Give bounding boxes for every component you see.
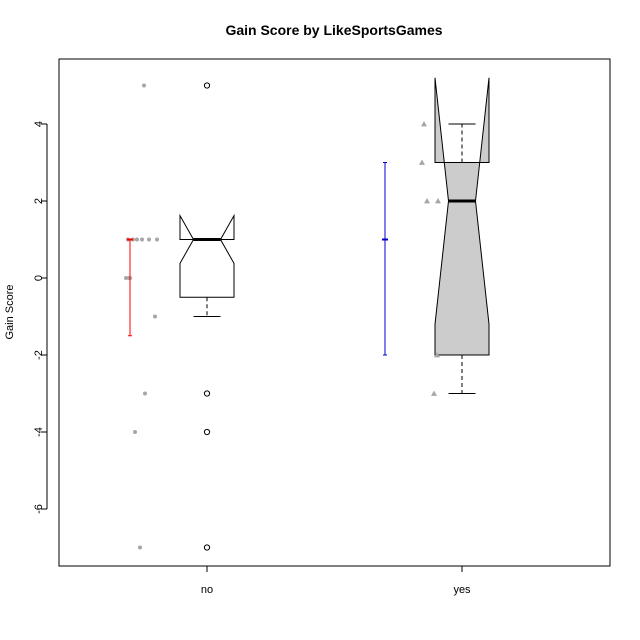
data-point-yes xyxy=(419,159,425,165)
y-tick-label: -6 xyxy=(33,504,45,514)
y-tick-label: 4 xyxy=(33,121,45,127)
error-bar-no xyxy=(127,238,133,337)
box-yes xyxy=(434,77,490,394)
x-tick-label-yes: yes xyxy=(453,584,471,596)
data-point-no xyxy=(142,83,146,88)
outlier-point xyxy=(203,428,211,436)
data-point-no xyxy=(133,430,137,434)
x-axis: no yes xyxy=(201,565,471,596)
data-point-no xyxy=(155,237,159,242)
y-tick-label: 2 xyxy=(33,198,45,204)
data-point-yes xyxy=(424,198,430,204)
y-tick-label: -4 xyxy=(33,427,45,437)
data-point-yes xyxy=(431,390,437,396)
data-point-no xyxy=(153,314,157,319)
chart-title: Gain Score by LikeSportsGames xyxy=(225,22,442,38)
data-point-yes xyxy=(434,352,440,358)
data-point-no xyxy=(138,545,142,550)
outlier-point xyxy=(203,544,211,551)
data-point-no xyxy=(143,391,147,396)
plot-frame xyxy=(58,58,611,567)
y-axis: -6 -4 -2 0 2 4 xyxy=(33,121,48,514)
error-bar-yes xyxy=(382,162,388,356)
data-point-no xyxy=(147,237,151,242)
x-tick-label-no: no xyxy=(201,584,213,596)
y-axis-label: Gain Score xyxy=(4,284,16,339)
box-no xyxy=(179,82,235,551)
data-point-no xyxy=(135,237,139,242)
points-layer xyxy=(124,83,441,550)
notched-box xyxy=(179,213,235,298)
data-point-yes xyxy=(421,121,427,127)
outlier-point xyxy=(203,390,211,397)
y-tick-label: -2 xyxy=(33,350,45,360)
outlier-point xyxy=(203,82,211,89)
error-bars-layer xyxy=(127,162,388,356)
boxes-layer xyxy=(179,77,490,551)
y-tick-label: 0 xyxy=(33,275,45,281)
notched-box xyxy=(434,77,490,356)
data-point-no xyxy=(124,276,128,280)
data-point-yes xyxy=(435,198,441,204)
data-point-no xyxy=(140,237,144,242)
